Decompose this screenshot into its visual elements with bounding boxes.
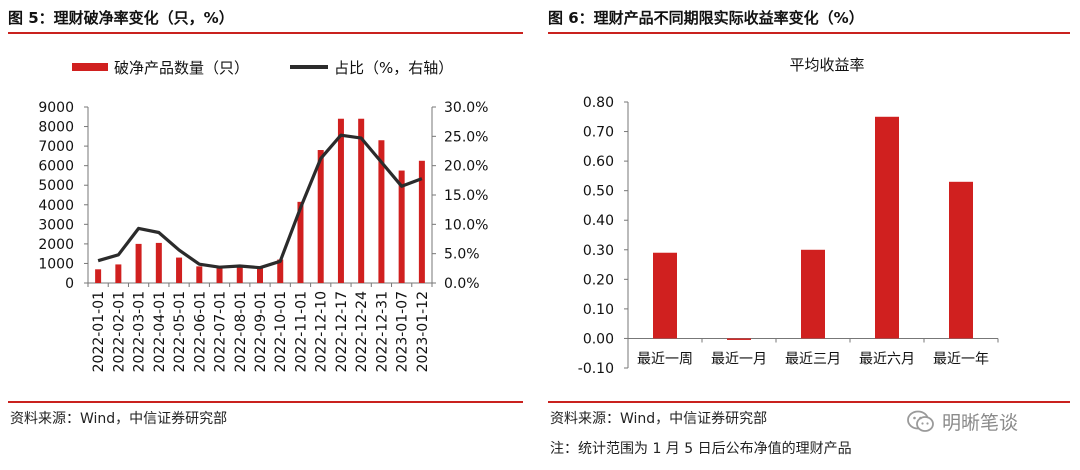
x-tick-label-2022-04-01: 2022-04-01 bbox=[152, 291, 168, 372]
bar-2023-01-12 bbox=[418, 160, 425, 283]
y-tick-label: 0.30 bbox=[583, 243, 614, 259]
left-title-rule bbox=[8, 32, 523, 34]
right-source-rule bbox=[548, 401, 1070, 403]
right-chart: 平均收益率 -0.10 0.00 0.10 0.20 0.30 0.40 0.50 0.60 0… bbox=[578, 56, 999, 377]
bar-最近一周 bbox=[653, 252, 677, 339]
y-tick-label: 0.60 bbox=[583, 154, 614, 170]
bar-最近六月 bbox=[875, 116, 899, 339]
legend-bar-label: 破净产品数量（只） bbox=[114, 59, 249, 77]
bar-最近一年 bbox=[949, 181, 973, 339]
y-left-tick-label: 4000 bbox=[38, 198, 74, 214]
x-tick-label-2022-10-01: 2022-10-01 bbox=[273, 291, 289, 372]
x-tick-label-2022-01-01: 2022-01-01 bbox=[91, 291, 107, 372]
right-x-tick-labels: 最近一周 最近一月 最近三月 最近六月 最近一年 bbox=[637, 351, 989, 367]
y-tick-label: 0.70 bbox=[583, 125, 614, 141]
x-tick-label-2022-09-01: 2022-09-01 bbox=[253, 291, 269, 372]
y-left-tick-label: 7000 bbox=[38, 139, 74, 155]
x-tick-label-2022-05-01: 2022-05-01 bbox=[172, 291, 188, 372]
y-left-tick-label: 8000 bbox=[38, 120, 74, 136]
left-source-rule bbox=[8, 401, 523, 403]
x-tick-label-最近三月: 最近三月 bbox=[785, 351, 841, 367]
y-tick-label: 0.10 bbox=[583, 302, 614, 318]
right-note-text: 注：统计范围为 1 月 5 日后公布净值的理财产品 bbox=[550, 441, 852, 457]
right-title-rule bbox=[548, 32, 1070, 34]
legend-bar-swatch bbox=[72, 63, 108, 71]
y-left-tick-label: 5000 bbox=[38, 178, 74, 194]
x-tick-label-2022-12-17: 2022-12-17 bbox=[334, 291, 350, 372]
left-panel-title: 图 5：理财破净率变化（只，%） bbox=[8, 9, 234, 27]
bar-2022-01-01 bbox=[95, 269, 102, 283]
y-tick-label: 0.40 bbox=[583, 213, 614, 229]
y-tick-label: 0.00 bbox=[583, 331, 614, 347]
x-tick-label-2022-11-01: 2022-11-01 bbox=[294, 291, 310, 372]
y-tick-label: 0.80 bbox=[583, 95, 614, 111]
bar-2022-02-01 bbox=[115, 264, 122, 283]
x-tick-label-最近一月: 最近一月 bbox=[711, 351, 767, 367]
y-left-tick-label: 3000 bbox=[38, 217, 74, 233]
left-bars bbox=[95, 118, 425, 283]
right-bars bbox=[653, 116, 973, 340]
bar-2022-09-01 bbox=[257, 268, 263, 283]
x-tick-label-2022-07-01: 2022-07-01 bbox=[213, 291, 229, 372]
x-tick-label-2022-03-01: 2022-03-01 bbox=[132, 291, 148, 372]
left-source-text: 资料来源：Wind，中信证券研究部 bbox=[10, 411, 228, 427]
right-axes: -0.10 0.00 0.10 0.20 0.30 0.40 0.50 0.60 0.70 0.8… bbox=[578, 95, 999, 377]
y-left-tick-label: 1000 bbox=[38, 256, 74, 272]
x-tick-label-2022-12-31: 2022-12-31 bbox=[374, 291, 390, 372]
x-tick-label-2023-01-12: 2023-01-12 bbox=[415, 291, 431, 372]
x-tick-label-最近六月: 最近六月 bbox=[859, 351, 915, 367]
y-right-tick-label: 20.0% bbox=[444, 159, 488, 175]
watermark-text: 明晰笔谈 bbox=[942, 412, 1019, 434]
bar-2022-03-01 bbox=[135, 243, 142, 283]
y-tick-label: 0.50 bbox=[583, 184, 614, 200]
bar-2022-04-01 bbox=[155, 242, 162, 283]
y-left-tick-label: 6000 bbox=[38, 159, 74, 175]
bar-2022-11-01 bbox=[297, 201, 304, 283]
bar-2022-06-01 bbox=[196, 266, 203, 283]
y-right-tick-label: 0.0% bbox=[444, 276, 480, 292]
watermark: 明晰笔谈 bbox=[906, 408, 1018, 435]
right-panel-title: 图 6：理财产品不同期限实际收益率变化（%） bbox=[548, 9, 864, 27]
y-right-tick-label: 15.0% bbox=[444, 188, 488, 204]
wechat-icon bbox=[907, 410, 934, 432]
bar-最近一月 bbox=[727, 338, 751, 340]
legend-line-label: 占比（%，右轴） bbox=[334, 59, 453, 77]
bar-2022-12-17 bbox=[337, 118, 344, 283]
x-tick-label-2022-12-24: 2022-12-24 bbox=[354, 291, 370, 372]
left-chart: 破净产品数量（只） 占比（%，右轴） 0 1000 2000 3000 4000 5000 6… bbox=[38, 59, 488, 372]
y-left-tick-label: 2000 bbox=[38, 237, 74, 253]
x-tick-label-2022-08-01: 2022-08-01 bbox=[233, 291, 249, 372]
bar-最近三月 bbox=[801, 249, 825, 339]
y-right-tick-label: 30.0% bbox=[444, 100, 488, 116]
bar-2022-08-01 bbox=[236, 266, 243, 283]
bar-2022-05-01 bbox=[176, 257, 183, 283]
y-left-tick-label: 9000 bbox=[38, 100, 74, 116]
bar-2023-01-07 bbox=[398, 170, 405, 283]
y-right-tick-label: 5.0% bbox=[444, 247, 480, 263]
left-legend: 破净产品数量（只） 占比（%，右轴） bbox=[72, 59, 453, 77]
bar-2022-07-01 bbox=[216, 267, 223, 283]
x-tick-label-2022-02-01: 2022-02-01 bbox=[111, 291, 127, 372]
x-tick-label-最近一年: 最近一年 bbox=[933, 351, 989, 367]
y-left-tick-label: 0 bbox=[65, 276, 74, 292]
bar-2022-12-24 bbox=[358, 118, 365, 283]
y-right-tick-label: 25.0% bbox=[444, 129, 488, 145]
x-tick-label-2022-12-10: 2022-12-10 bbox=[314, 291, 330, 372]
right-chart-title: 平均收益率 bbox=[789, 56, 864, 74]
y-tick-label: 0.20 bbox=[583, 272, 614, 288]
left-axes: 0 1000 2000 3000 4000 5000 6000 7000 8000 9000 0.0… bbox=[38, 100, 488, 292]
x-tick-label-2022-06-01: 2022-06-01 bbox=[192, 291, 208, 372]
left-line bbox=[97, 133, 423, 270]
y-right-tick-label: 10.0% bbox=[444, 217, 488, 233]
x-tick-label-2023-01-07: 2023-01-07 bbox=[395, 291, 411, 372]
share-line bbox=[97, 133, 423, 270]
left-x-tick-labels: 2022-01-01 2022-02-01 2022-03-01 2022-04-01… bbox=[91, 291, 431, 372]
bar-2022-10-01 bbox=[277, 259, 284, 283]
x-tick-label-最近一周: 最近一周 bbox=[637, 351, 693, 367]
right-source-text: 资料来源：Wind，中信证券研究部 bbox=[550, 411, 768, 427]
bar-2022-12-10 bbox=[317, 150, 324, 283]
y-tick-label: -0.10 bbox=[578, 361, 614, 377]
bar-2022-12-31 bbox=[378, 140, 385, 283]
